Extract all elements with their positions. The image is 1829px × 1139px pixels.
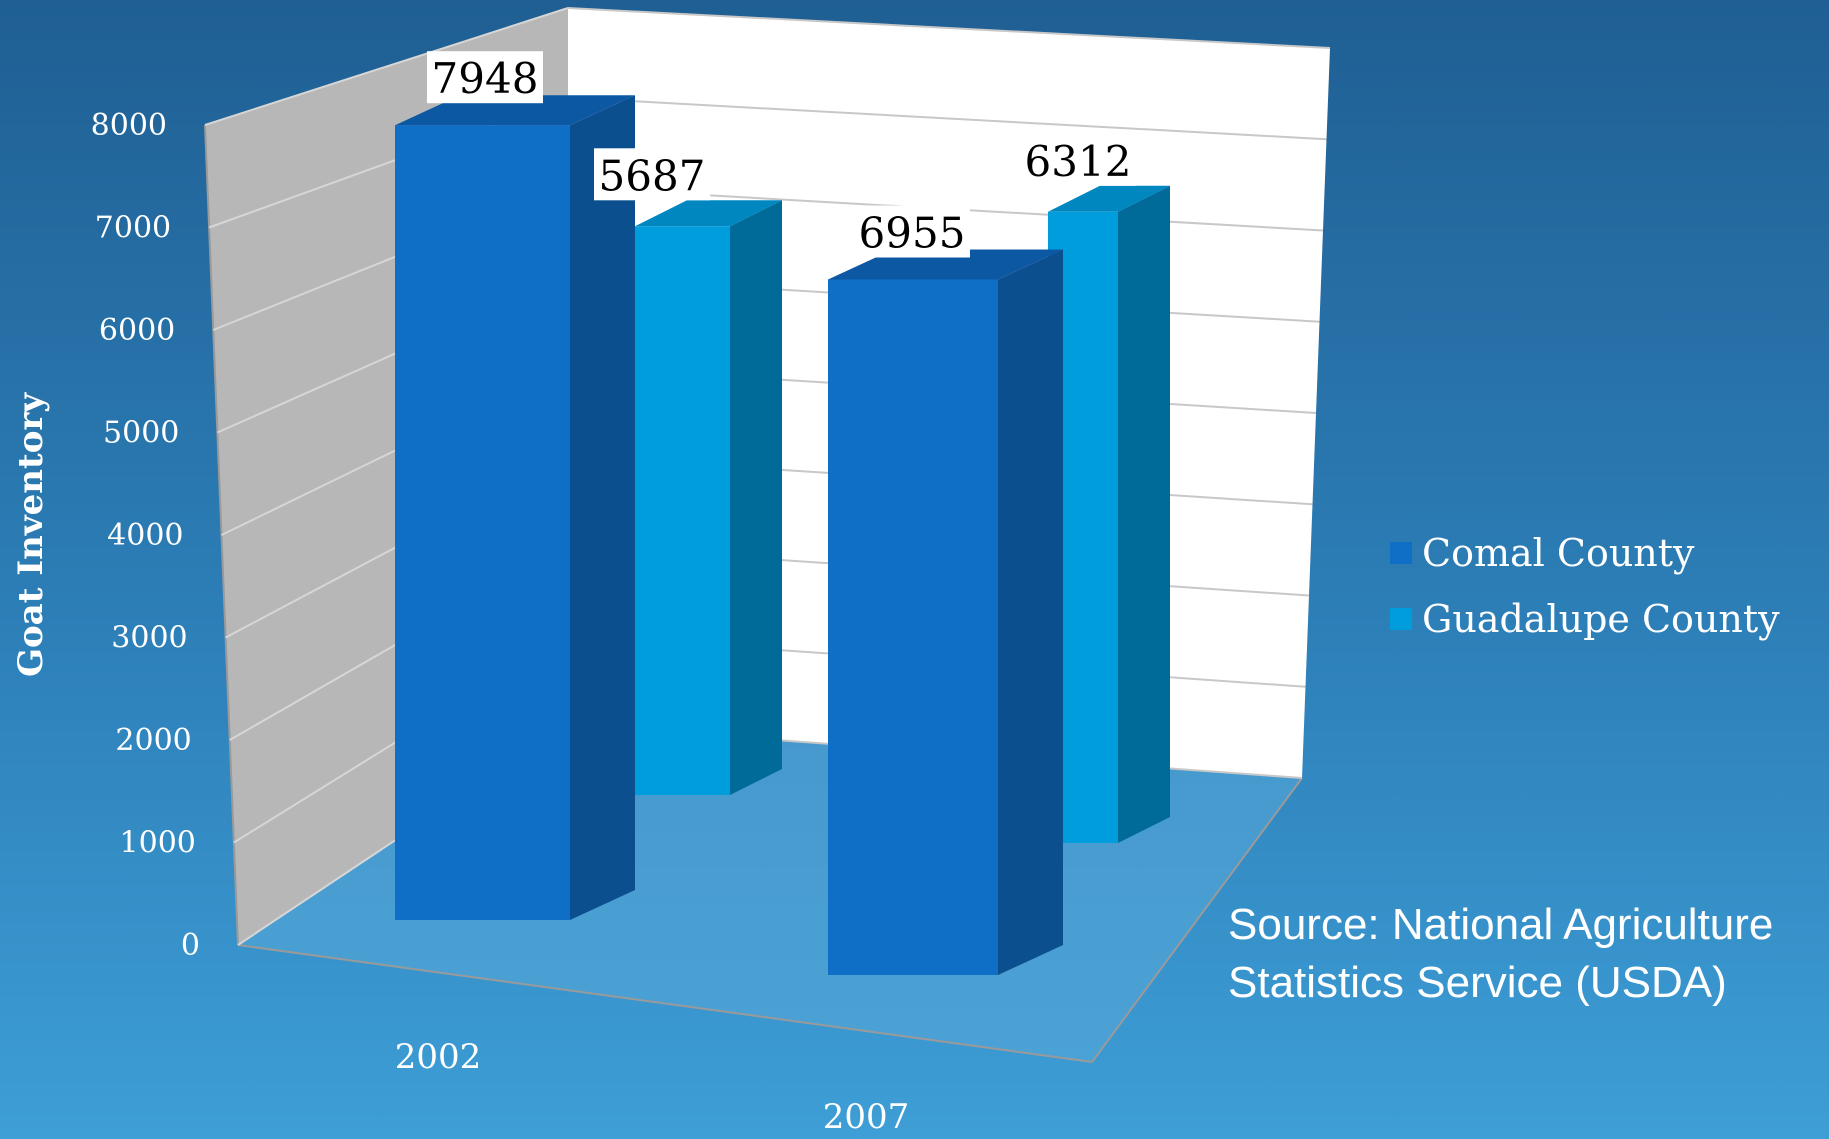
bar-top-face [1048,185,1170,212]
category-label-2007: 2007 [823,1097,910,1137]
y-tick-1000: 1000 [120,826,196,861]
data-label-value: 6955 [859,209,966,258]
legend-label-comal: Comal County [1422,531,1695,575]
legend: Comal County Guadalupe County [1390,520,1780,652]
bar-side-face [998,249,1063,975]
bar-guadalupe-2002 [635,200,782,796]
gridline-back-8000 [567,7,1331,49]
data-label-guadalupe-2002: 5687 [594,148,710,201]
bar-front-face [395,125,570,920]
gridline-left-8000 [204,7,569,126]
data-label-comal-2002: 7948 [427,51,543,104]
data-label-box [594,148,710,201]
y-tick-2000: 2000 [115,723,191,758]
bar-guadalupe-2007 [1048,185,1170,844]
y-tick-7000: 7000 [95,211,171,246]
y-tick-4000: 4000 [107,518,183,553]
floor-front-edge [237,944,1093,1063]
y-tick-6000: 6000 [99,313,175,348]
data-label-value: 5687 [599,151,706,200]
y-tick-3000: 3000 [111,621,187,656]
data-labels: 7948 6955 5687 6312 [427,51,1136,258]
bar-side-face [1118,185,1170,844]
y-axis-label: Goat Inventory [11,392,51,677]
legend-label-guadalupe: Guadalupe County [1422,597,1780,641]
data-label-box [1020,133,1136,186]
source-note: Source: National Agriculture Statistics … [1228,896,1828,1012]
data-label-box [427,51,543,104]
y-tick-5000: 5000 [103,416,179,451]
bar-front-face [828,279,998,975]
source-line-2: Statistics Service (USDA) [1228,958,1727,1007]
y-tick-0: 0 [181,928,200,963]
bar-front-face [635,226,730,796]
bar-comal-2002 [395,95,635,920]
y-tick-8000: 8000 [91,108,167,143]
legend-item-guadalupe: Guadalupe County [1390,586,1780,652]
data-label-value: 7948 [432,54,539,103]
gridline-back-7000 [567,96,1327,141]
bar-comal-2007 [828,249,1063,975]
bar-side-face [570,95,635,920]
legend-swatch-guadalupe [1390,608,1412,630]
data-label-comal-2007: 6955 [854,205,970,258]
category-labels: 2002 2007 [395,1037,910,1137]
data-label-value: 6312 [1025,137,1132,186]
data-label-box [854,205,970,258]
bar-top-face [635,200,782,227]
legend-item-comal: Comal County [1390,520,1780,586]
floor-right-edge [1091,777,1303,1063]
legend-swatch-comal [1390,542,1412,564]
data-label-guadalupe-2007: 6312 [1020,133,1136,186]
source-line-1: Source: National Agriculture [1228,900,1774,949]
bar-side-face [730,200,782,796]
category-label-2002: 2002 [395,1037,482,1077]
y-tick-labels: 0 1000 2000 3000 4000 5000 6000 7000 8000 [91,108,200,963]
